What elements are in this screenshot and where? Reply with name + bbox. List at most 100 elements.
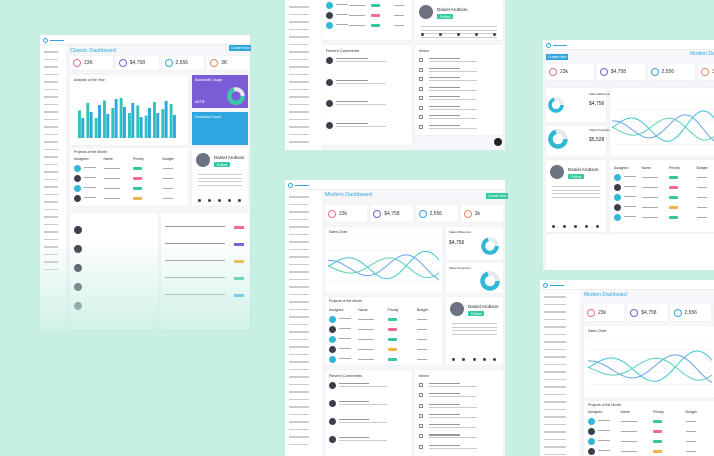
mail-icon (419, 58, 423, 62)
social-icon (452, 358, 455, 361)
social-icon (482, 358, 486, 361)
menu-item (544, 333, 566, 335)
sidebar (540, 290, 580, 456)
card-value: $4,756 (449, 240, 465, 246)
avatar (326, 2, 333, 9)
avatar (326, 78, 333, 86)
sidebar (285, 0, 322, 150)
text-line (416, 319, 427, 321)
bar (153, 102, 156, 138)
text-line (429, 77, 460, 79)
avatar (326, 57, 333, 64)
avatar (74, 165, 81, 172)
priority-tag (653, 440, 662, 443)
social-icon (228, 199, 231, 202)
priority-tag (371, 24, 380, 27)
menu-item (289, 398, 310, 400)
bar (94, 118, 98, 138)
stat-icon (587, 308, 595, 317)
menu-item (544, 326, 566, 328)
social-icon (574, 225, 577, 228)
menu-item (289, 73, 310, 75)
column-header: Name (641, 166, 651, 170)
bar (89, 112, 93, 138)
card (325, 205, 368, 222)
text-line (429, 86, 460, 88)
stat-value: $4,758 (641, 309, 657, 316)
stat-icon (650, 68, 659, 76)
social-icon (421, 33, 424, 36)
menu-item (289, 376, 310, 378)
text-line (620, 421, 637, 423)
line (328, 257, 439, 279)
line-chart (588, 337, 712, 385)
text-line (685, 421, 696, 423)
text-line (624, 176, 636, 178)
menu-item (289, 211, 310, 213)
menu-item (44, 156, 59, 158)
stat-value: 23k (339, 210, 348, 217)
menu-item (44, 96, 59, 98)
text-line (336, 79, 368, 81)
text-line (429, 437, 478, 439)
donut (548, 97, 564, 113)
mail-icon (419, 424, 423, 429)
top-bar (543, 40, 714, 50)
menu-item (44, 51, 59, 53)
create-button[interactable]: Create New (486, 193, 509, 199)
menu-item (44, 133, 59, 135)
mail-icon (419, 67, 423, 72)
menu-item (289, 28, 310, 30)
card-title: Sales Projection (589, 128, 611, 132)
menu-item (289, 368, 310, 370)
menu-item (44, 103, 59, 105)
line (588, 357, 712, 381)
menu-item (289, 226, 310, 228)
line (588, 350, 712, 382)
card (70, 56, 113, 70)
bar (131, 103, 135, 138)
menu-item (544, 371, 566, 373)
avatar (329, 326, 336, 333)
avatar (326, 100, 333, 107)
line (328, 250, 439, 280)
avatar (329, 316, 336, 323)
text-line (624, 216, 636, 218)
card (647, 64, 696, 80)
profile-name: Daniel Arobson (468, 304, 499, 309)
text-line (393, 15, 404, 17)
priority-tag (387, 358, 397, 361)
text-line (358, 339, 375, 341)
logo (546, 43, 551, 48)
stat-icon (73, 59, 81, 67)
column-header: Priority (387, 308, 399, 312)
text-line (84, 177, 96, 179)
bio-line (198, 184, 242, 186)
text-line (339, 404, 387, 405)
text-line (620, 431, 637, 433)
create-button[interactable]: Create New (229, 45, 252, 51)
avatar (614, 184, 621, 191)
bio-line (452, 330, 497, 331)
profile-name: Daniel Arobson (568, 167, 599, 172)
line-chart (612, 97, 714, 145)
avatar (614, 204, 621, 211)
bio-line (198, 174, 242, 175)
profile-photo (419, 5, 433, 19)
social-icon (457, 33, 460, 36)
bar (164, 101, 168, 138)
stat-value: 23k (560, 69, 569, 75)
stat-value: 3k (712, 69, 714, 75)
follow-button: Follow (437, 14, 454, 19)
menu-item (544, 446, 566, 448)
logo-text (553, 44, 567, 46)
bar (86, 103, 90, 138)
column-header: Name (620, 410, 630, 414)
menu-item (289, 316, 310, 318)
menu-item (289, 248, 310, 250)
social-icon (596, 225, 599, 228)
priority-tag (669, 216, 678, 219)
create-button[interactable]: Create New (546, 54, 569, 60)
follow-button: Follow (214, 162, 231, 167)
text-line (598, 420, 610, 422)
